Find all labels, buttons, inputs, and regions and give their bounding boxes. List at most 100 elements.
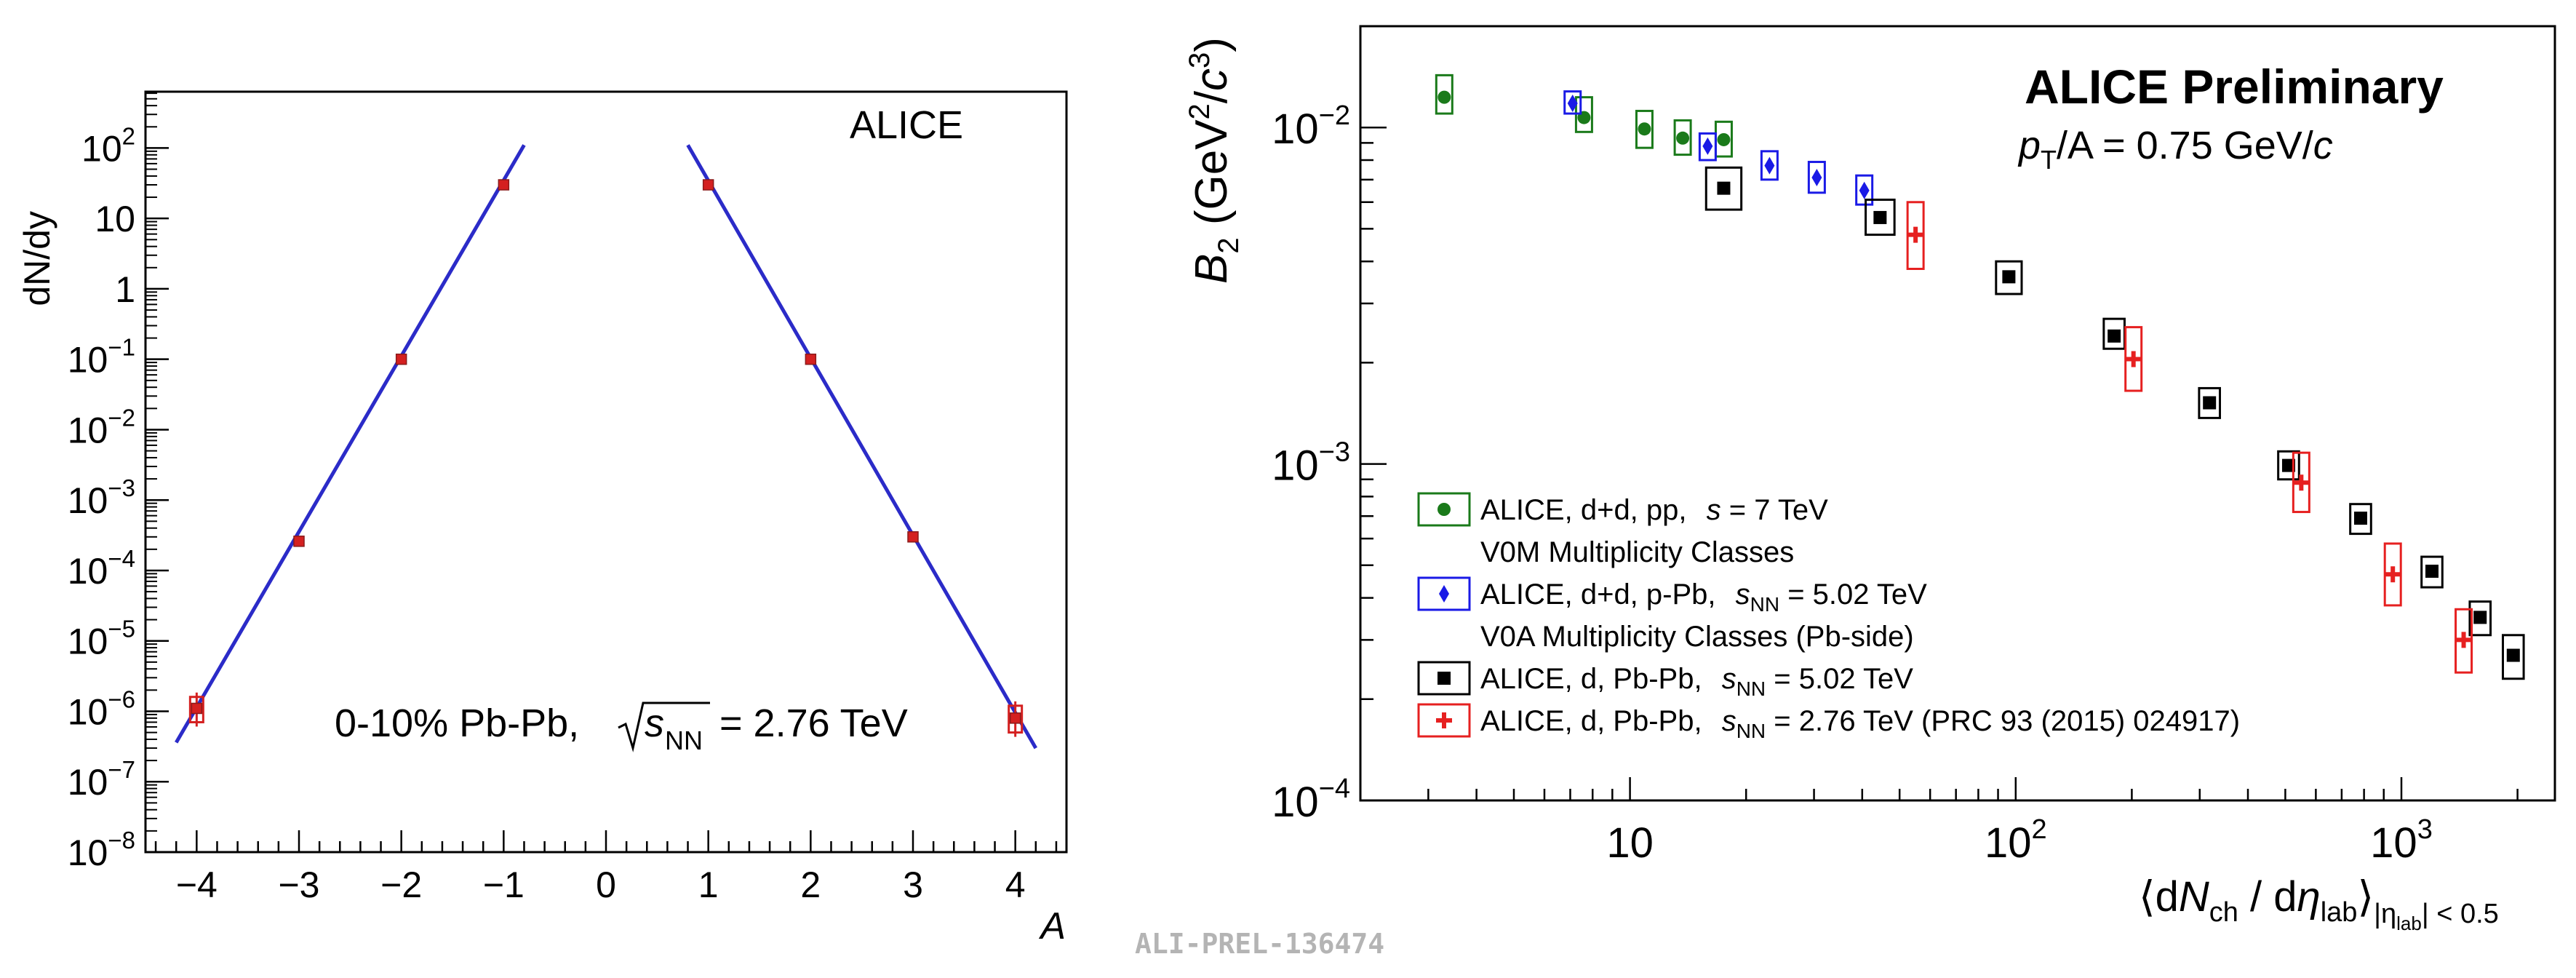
data-point-circle xyxy=(1437,503,1451,516)
right-x-axis-label: ⟨dNch / dηlab⟩|ηlab| < 0.5 xyxy=(2139,873,2499,934)
right-legend: ALICE, d+d, pp, s = 7 TeV V0M Multiplicit… xyxy=(1417,492,2240,742)
data-point-diamond xyxy=(1702,137,1713,155)
data-point xyxy=(1009,712,1021,724)
left-plot-frame xyxy=(144,90,1068,854)
svg-text:s: s xyxy=(645,701,664,745)
x-tick-label: 103 xyxy=(2370,814,2433,867)
x-tick-label: 0 xyxy=(596,864,616,905)
systematic-box xyxy=(1995,260,2023,295)
y-tick-label: 10−1 xyxy=(68,334,135,381)
data-point-circle xyxy=(1437,90,1451,104)
right-data-points xyxy=(1435,73,2525,680)
right-axis-ticks xyxy=(1359,25,2519,802)
x-tick-label: −1 xyxy=(483,864,525,905)
legend-label: ALICE, d, Pb-Pb, sNN = 2.76 TeV (PRC 93 … xyxy=(1480,705,2240,742)
data-point-square xyxy=(2353,512,2367,525)
data-point-square xyxy=(1873,210,1887,224)
legend-swatch xyxy=(1417,703,1471,738)
legend-swatch xyxy=(1417,492,1471,527)
left-fit-lines xyxy=(175,144,1037,750)
y-tick-label: 10−4 xyxy=(68,545,135,592)
systematic-box xyxy=(1673,119,1692,156)
left-axis-ticks xyxy=(145,92,1058,854)
series-pPb-5.02TeV xyxy=(1563,90,1874,206)
legend-label: ALICE, d+d, p-Pb, sNN = 5.02 TeV xyxy=(1480,579,1927,616)
data-point-square xyxy=(2281,458,2295,472)
series-PbPb-2.76TeV xyxy=(1906,201,2473,674)
left-annotation: 0-10% Pb-Pb, s NN = 2.76 TeV xyxy=(335,701,908,755)
data-point-diamond xyxy=(1859,181,1870,199)
data-point-square xyxy=(2108,329,2121,343)
svg-text:= 2.76 TeV: = 2.76 TeV xyxy=(709,701,908,745)
y-tick-label: 10 xyxy=(95,199,135,239)
x-tick-label: 2 xyxy=(800,864,821,905)
left-y-axis-label: dN/dy xyxy=(17,211,57,306)
y-tick-label: 10−8 xyxy=(68,827,135,873)
data-point-square xyxy=(2506,648,2520,662)
legend-sublabel: V0M Multiplicity Classes xyxy=(1480,536,1794,568)
watermark-label: ALI-PREL-136474 xyxy=(1135,928,1384,960)
legend-sublabel: V0A Multiplicity Classes (Pb-side) xyxy=(1480,621,1914,653)
legend-entry-pp-7TeV: ALICE, d+d, pp, s = 7 TeV V0M Multiplicit… xyxy=(1417,492,1828,568)
legend-label: ALICE, d+d, pp, s = 7 TeV xyxy=(1480,494,1828,526)
data-point-diamond xyxy=(1764,156,1775,175)
systematic-box xyxy=(2349,503,2372,536)
systematic-box xyxy=(2501,634,2525,680)
systematic-box xyxy=(1704,166,1743,211)
sqrt-symbol xyxy=(618,701,710,752)
data-point xyxy=(191,702,203,715)
legend-swatch xyxy=(1417,661,1471,696)
left-data-points xyxy=(188,179,1024,737)
data-point-cross xyxy=(2455,632,2472,648)
right-x-tick-labels: 10 102 103 xyxy=(1606,814,2432,867)
left-chart-title: ALICE xyxy=(850,103,963,147)
systematic-box xyxy=(1865,198,1896,236)
data-point-diamond xyxy=(1811,168,1822,186)
x-tick-label: 4 xyxy=(1005,864,1026,905)
data-point-square xyxy=(2203,396,2217,410)
data-point-circle xyxy=(1717,132,1731,146)
data-point xyxy=(293,536,305,547)
right-chart-subtitle: pT/A = 0.75 GeV/c xyxy=(2017,124,2333,175)
right-y-tick-labels: 10−4 10−3 10−2 xyxy=(1272,100,1350,826)
data-point xyxy=(805,353,817,365)
x-tick-label: −3 xyxy=(278,864,319,905)
y-tick-label: 10−2 xyxy=(1272,100,1350,153)
data-point-cross xyxy=(1436,712,1452,728)
right-chart-b2: 10 102 103 10−410−310−2 ALICE Preliminary … xyxy=(1184,25,2556,934)
svg-text:0-10% Pb-Pb,: 0-10% Pb-Pb, xyxy=(335,701,579,745)
legend-label: ALICE, d, Pb-Pb, sNN = 5.02 TeV xyxy=(1480,663,1913,700)
systematic-box xyxy=(1855,174,1874,206)
legend-entry-PbPb-5.02TeV: ALICE, d, Pb-Pb, sNN = 5.02 TeV xyxy=(1417,661,1913,700)
systematic-box xyxy=(2420,555,2444,589)
x-tick-label: −2 xyxy=(380,864,422,905)
data-point-cross xyxy=(1907,226,1924,243)
data-point-circle xyxy=(1638,122,1651,136)
data-point xyxy=(498,179,510,191)
data-point-square xyxy=(2425,564,2439,578)
legend-entry-PbPb-2.76TeV: ALICE, d, Pb-Pb, sNN = 2.76 TeV (PRC 93 … xyxy=(1417,703,2240,742)
data-point-square xyxy=(1437,672,1451,685)
fit-line xyxy=(175,144,526,744)
data-point-circle xyxy=(1676,131,1690,145)
x-tick-label: 10 xyxy=(1606,819,1654,867)
systematic-box xyxy=(2277,450,2300,481)
y-tick-label: 10−4 xyxy=(1272,774,1350,826)
y-tick-label: 10−5 xyxy=(68,616,135,662)
data-point xyxy=(395,353,407,365)
left-x-tick-labels: −4 −3 −2 −1 0 1 2 3 4 xyxy=(176,864,1026,905)
data-point-cross xyxy=(2125,351,2142,367)
systematic-box xyxy=(1635,109,1654,149)
y-tick-label: 1 xyxy=(115,269,135,310)
y-tick-label: 102 xyxy=(81,122,135,169)
x-tick-label: 1 xyxy=(698,864,719,905)
systematic-box xyxy=(2198,386,2221,419)
x-tick-label: 3 xyxy=(903,864,923,905)
series-pp-7TeV xyxy=(1435,73,1733,158)
fit-line xyxy=(686,144,1037,750)
series-PbPb-5.02TeV xyxy=(1704,166,2525,680)
data-point-square xyxy=(2002,270,2016,284)
systematic-box xyxy=(1563,90,1582,115)
legend-entry-pPb-5.02TeV: ALICE, d+d, p-Pb, sNN = 5.02 TeV V0A Mult… xyxy=(1417,576,1927,653)
